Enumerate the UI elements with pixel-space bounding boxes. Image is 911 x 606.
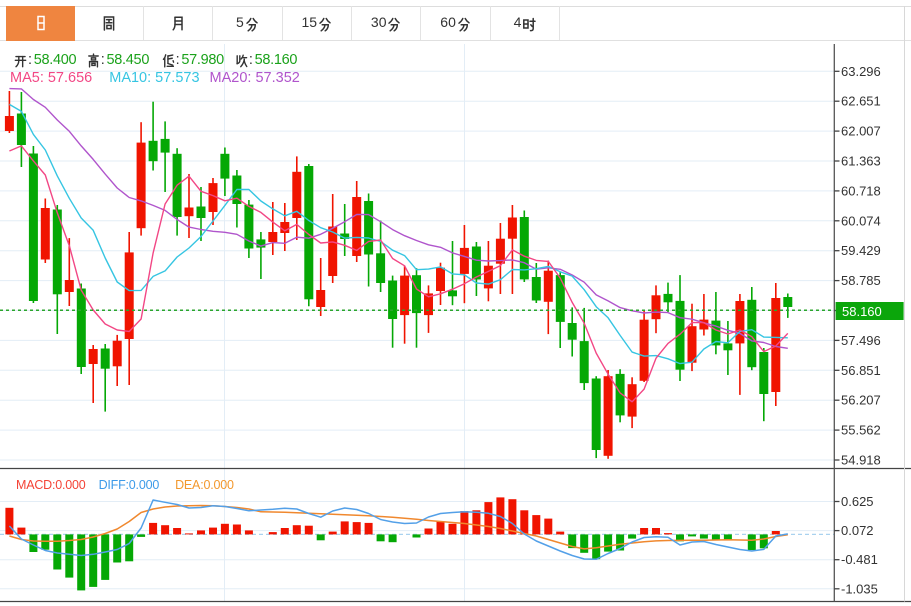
svg-text:56.851: 56.851 [841,363,881,378]
svg-text:62.007: 62.007 [841,124,881,139]
svg-text:60.074: 60.074 [841,213,881,228]
svg-text:56.207: 56.207 [841,393,881,408]
svg-text:-1.035: -1.035 [841,581,878,596]
svg-text:59.429: 59.429 [841,243,881,258]
svg-text:60.718: 60.718 [841,183,881,198]
svg-text:0.072: 0.072 [841,523,874,538]
svg-text:-0.481: -0.481 [841,552,878,567]
svg-text:61.363: 61.363 [841,154,881,169]
svg-text:58.785: 58.785 [841,273,881,288]
svg-text:58.160: 58.160 [842,304,882,319]
svg-text:54.918: 54.918 [841,453,881,468]
svg-text:63.296: 63.296 [841,64,881,79]
svg-text:62.651: 62.651 [841,94,881,109]
svg-text:55.562: 55.562 [841,423,881,438]
svg-text:57.496: 57.496 [841,333,881,348]
svg-text:0.625: 0.625 [841,494,874,509]
